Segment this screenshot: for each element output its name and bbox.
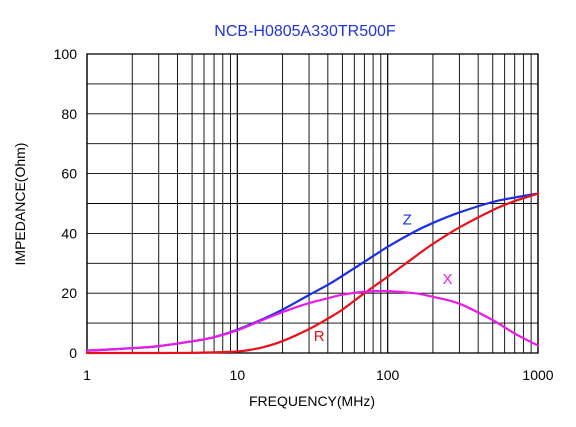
- y-tick-label: 20: [61, 285, 77, 301]
- chart-title: NCB-H0805A330TR500F: [214, 23, 396, 40]
- plot-frame: [86, 53, 539, 354]
- tick-labels: 1 10 100 1000 0 20 40 60 80 100: [54, 46, 554, 383]
- y-tick-label: 0: [69, 345, 77, 361]
- series-line-x: [85, 289, 540, 352]
- x-tick-label: 1000: [522, 367, 553, 383]
- y-tick-label: 80: [61, 106, 77, 122]
- series-lines: [85, 192, 540, 355]
- y-tick-label: 60: [61, 166, 77, 182]
- series-label-x: X: [442, 271, 452, 288]
- y-tick-label: 40: [61, 225, 77, 241]
- series-label-r: R: [314, 328, 325, 345]
- y-tick-label: 100: [54, 46, 78, 62]
- series-label-z: Z: [403, 211, 412, 228]
- y-axis-label: IMPEDANCE(Ohm): [12, 143, 28, 266]
- series-line-r: [85, 192, 540, 355]
- x-tick-label: 10: [230, 367, 246, 383]
- series-annotations: Z R X: [314, 211, 453, 345]
- grid: [86, 53, 539, 354]
- x-axis-label: FREQUENCY(MHz): [249, 393, 375, 409]
- x-tick-label: 100: [376, 367, 400, 383]
- x-tick-label: 1: [83, 367, 91, 383]
